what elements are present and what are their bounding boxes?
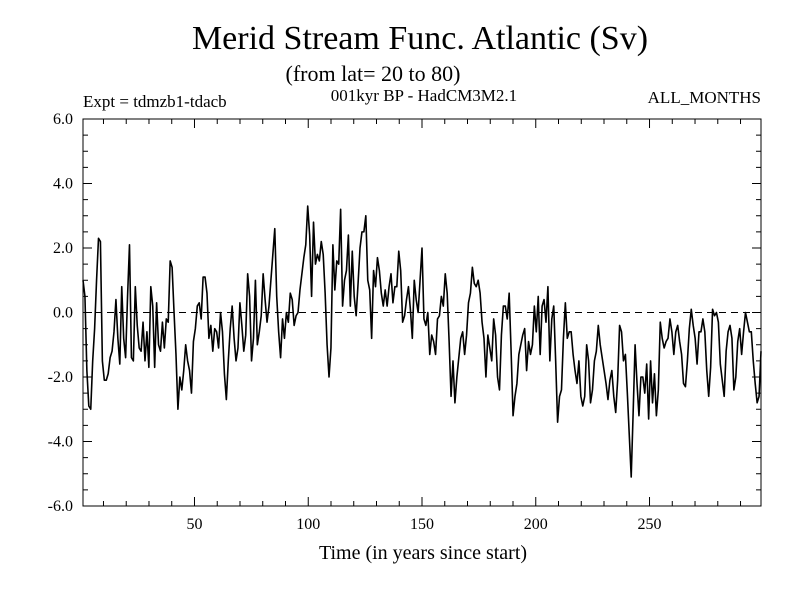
y-tick-label: 2.0 <box>53 240 73 257</box>
y-tick-label: -6.0 <box>48 498 73 515</box>
x-axis: 50 100 150 200 250 <box>102 119 742 533</box>
expt-label: Expt = tdmzb1-tdacb <box>83 92 227 111</box>
series-line <box>82 205 762 478</box>
chart-title: Merid Stream Func. Atlantic (Sv) <box>192 20 648 57</box>
x-axis-label: Time (in years since start) <box>319 542 527 564</box>
y-tick-label: -4.0 <box>48 434 73 451</box>
model-label: 001kyr BP - HadCM3M2.1 <box>331 86 517 105</box>
x-tick-label: 100 <box>296 516 320 533</box>
x-tick-label: 250 <box>638 516 662 533</box>
y-axis: -6.0 -4.0 -2.0 0.0 2.0 4.0 6.0 <box>48 111 761 515</box>
y-tick-label: 4.0 <box>53 176 73 193</box>
x-tick-label: 150 <box>410 516 434 533</box>
y-tick-label: 6.0 <box>53 111 73 128</box>
y-tick-label: 0.0 <box>53 305 73 322</box>
y-tick-label: -2.0 <box>48 369 73 386</box>
series-group <box>82 205 762 478</box>
x-tick-label: 50 <box>186 516 202 533</box>
period-label: ALL_MONTHS <box>648 88 761 107</box>
chart-subtitle: (from lat= 20 to 80) <box>286 61 461 86</box>
x-tick-label: 200 <box>524 516 548 533</box>
